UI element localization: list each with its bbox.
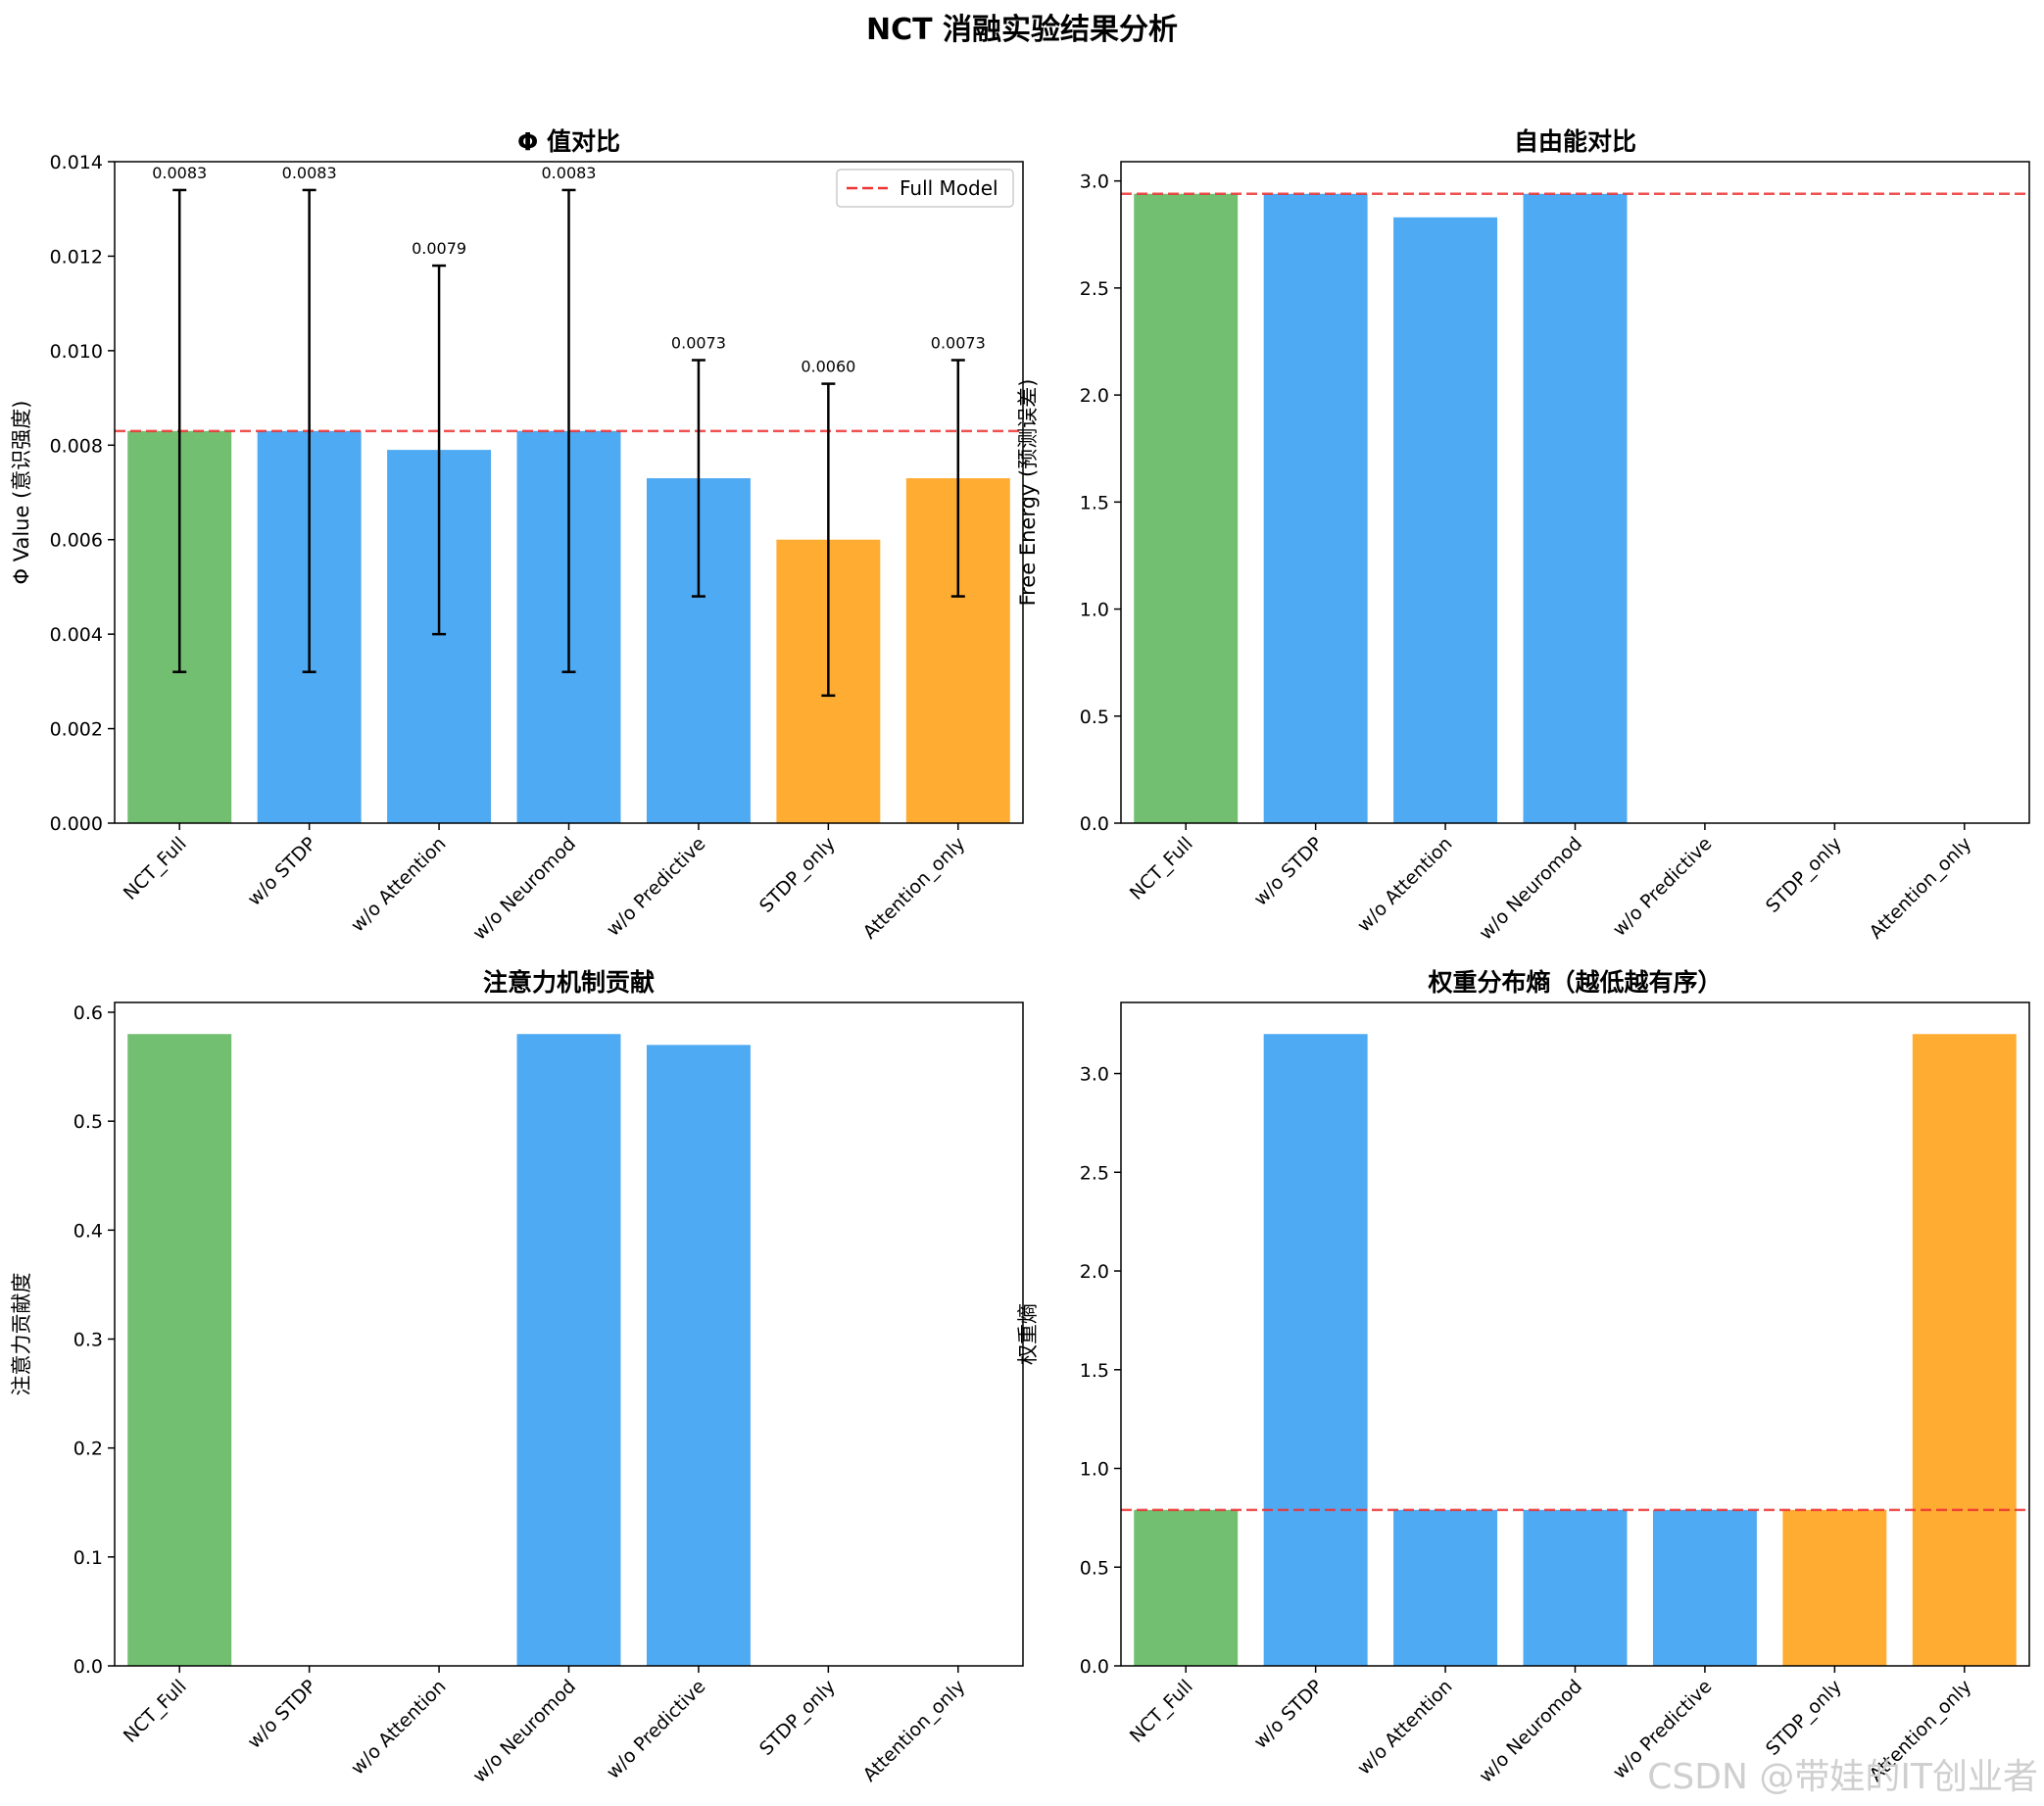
- y-tick-label: 0.6: [73, 1002, 103, 1024]
- bar-w-o-stdp: [1263, 1034, 1368, 1666]
- bar-nct-full: [1134, 193, 1239, 824]
- y-tick-label: 0.5: [1080, 707, 1109, 728]
- y-tick-label: 1.5: [1080, 1360, 1109, 1382]
- y-tick-label: 0.008: [50, 435, 103, 457]
- data-label: 0.0073: [931, 334, 986, 353]
- y-tick-label: 3.0: [1080, 1064, 1109, 1086]
- y-axis-label: 注意力贡献度: [10, 1273, 33, 1396]
- x-tick-label: w/o Attention: [1353, 1676, 1457, 1780]
- y-tick-label: 0.2: [73, 1439, 103, 1460]
- data-label: 0.0073: [671, 334, 726, 353]
- bar-w-o-neuromod: [1523, 193, 1628, 824]
- x-tick-label: w/o Predictive: [603, 1676, 710, 1783]
- bar-w-o-stdp: [1263, 193, 1368, 824]
- x-tick-label: NCT_Full: [1126, 833, 1197, 904]
- x-tick-label: w/o Neuromod: [1475, 833, 1586, 945]
- bar-nct-full: [127, 1034, 232, 1666]
- y-axis-label: 权重熵: [1016, 1303, 1040, 1365]
- x-tick-label: STDP_only: [755, 833, 840, 917]
- y-tick-label: 0.004: [50, 624, 103, 646]
- bar-w-o-attention: [1393, 217, 1498, 823]
- x-tick-label: NCT_Full: [120, 833, 191, 904]
- y-tick-label: 0.5: [73, 1111, 103, 1133]
- data-label: 0.0083: [542, 164, 597, 182]
- y-tick-label: 0.3: [73, 1330, 103, 1351]
- data-label: 0.0060: [801, 358, 855, 376]
- bar-w-o-neuromod: [1523, 1509, 1628, 1666]
- panel-title: 权重分布熵（越低越有序）: [1427, 968, 1722, 997]
- y-axis-label: Free Energy (预测误差): [1016, 379, 1040, 607]
- data-label: 0.0079: [412, 239, 466, 258]
- bar-w-o-attention: [1393, 1509, 1498, 1666]
- x-tick-label: Attention_only: [1866, 833, 1976, 944]
- bar-w-o-predictive: [646, 1045, 751, 1666]
- data-label: 0.0083: [282, 164, 337, 182]
- y-tick-label: 0.0: [73, 1656, 103, 1678]
- x-tick-label: w/o Attention: [347, 1676, 451, 1780]
- x-tick-label: w/o Predictive: [1609, 833, 1717, 941]
- panel-title: 注意力机制贡献: [483, 968, 655, 997]
- y-tick-label: 2.5: [1080, 278, 1109, 300]
- bar-nct-full: [1134, 1509, 1239, 1666]
- chart-panel-2: 自由能对比 Free Energy (预测误差) 0.0 0.5 1.0 1.5 2.0 2.…: [1016, 127, 2030, 945]
- y-tick-label: 0.014: [50, 152, 103, 173]
- y-tick-label: 0.012: [50, 246, 103, 268]
- legend-label: Full Model: [900, 176, 998, 200]
- x-tick-label: w/o STDP: [1249, 833, 1327, 910]
- y-axis-label: Φ Value (意识强度): [10, 401, 33, 585]
- x-tick-label: STDP_only: [1762, 1676, 1846, 1760]
- y-tick-label: 0.006: [50, 530, 103, 552]
- x-tick-label: w/o Predictive: [603, 833, 710, 941]
- watermark: CSDN @带娃的IT创业者: [1647, 1757, 2038, 1797]
- y-tick-label: 0.1: [73, 1547, 103, 1569]
- legend-box: [836, 169, 1014, 208]
- y-tick-label: 1.0: [1080, 600, 1109, 621]
- x-tick-label: w/o Neuromod: [1475, 1676, 1586, 1787]
- x-tick-label: w/o Attention: [347, 833, 451, 937]
- x-tick-label: NCT_Full: [120, 1676, 191, 1747]
- bar-w-o-predictive: [1652, 1509, 1757, 1666]
- x-tick-label: w/o Attention: [1353, 833, 1457, 937]
- data-label: 0.0083: [152, 164, 207, 182]
- x-tick-label: NCT_Full: [1126, 1676, 1197, 1747]
- x-tick-label: w/o Neuromod: [468, 833, 580, 945]
- y-tick-label: 3.0: [1080, 171, 1109, 193]
- x-tick-label: Attention_only: [859, 1676, 970, 1786]
- figure-title: NCT 消融实验结果分析: [866, 13, 1178, 47]
- y-tick-label: 0.5: [1080, 1557, 1109, 1579]
- x-tick-label: w/o Neuromod: [468, 1676, 580, 1787]
- bar-w-o-neuromod: [516, 1034, 621, 1666]
- panel-title: Φ 值对比: [517, 127, 620, 156]
- y-tick-label: 0.0: [1080, 813, 1109, 835]
- bar-attention-only: [1912, 1034, 2017, 1666]
- chart-panel-4: 权重分布熵（越低越有序） 权重熵 0.0 0.5 1.0 1.5 2.0 2.5 3.0 NCT_…: [1016, 968, 2030, 1787]
- x-tick-label: STDP_only: [755, 1676, 840, 1760]
- x-tick-label: w/o STDP: [243, 833, 320, 910]
- y-tick-label: 2.5: [1080, 1162, 1109, 1184]
- y-tick-label: 0.002: [50, 719, 103, 741]
- y-tick-label: 1.0: [1080, 1459, 1109, 1481]
- y-tick-label: 0.000: [50, 813, 103, 835]
- y-tick-label: 0.0: [1080, 1656, 1109, 1678]
- x-tick-label: w/o STDP: [1249, 1676, 1327, 1753]
- x-tick-label: Attention_only: [859, 833, 970, 944]
- bar-stdp-only: [1782, 1509, 1887, 1666]
- panel-title: 自由能对比: [1514, 127, 1636, 156]
- x-tick-label: w/o STDP: [243, 1676, 320, 1753]
- y-tick-label: 2.0: [1080, 385, 1109, 407]
- x-tick-label: STDP_only: [1762, 833, 1846, 917]
- y-tick-label: 1.5: [1080, 492, 1109, 513]
- y-tick-label: 2.0: [1080, 1261, 1109, 1283]
- y-tick-label: 0.010: [50, 341, 103, 363]
- y-tick-label: 0.4: [73, 1220, 103, 1242]
